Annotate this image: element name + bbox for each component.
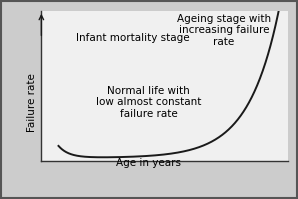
Text: Normal life with
low almost constant
failure rate: Normal life with low almost constant fai… (96, 86, 201, 119)
Text: Failure rate: Failure rate (27, 73, 37, 132)
Text: Ageing stage with
increasing failure
rate: Ageing stage with increasing failure rat… (177, 14, 271, 47)
Text: Age in years: Age in years (116, 158, 181, 168)
Text: Infant mortality stage: Infant mortality stage (76, 33, 189, 43)
